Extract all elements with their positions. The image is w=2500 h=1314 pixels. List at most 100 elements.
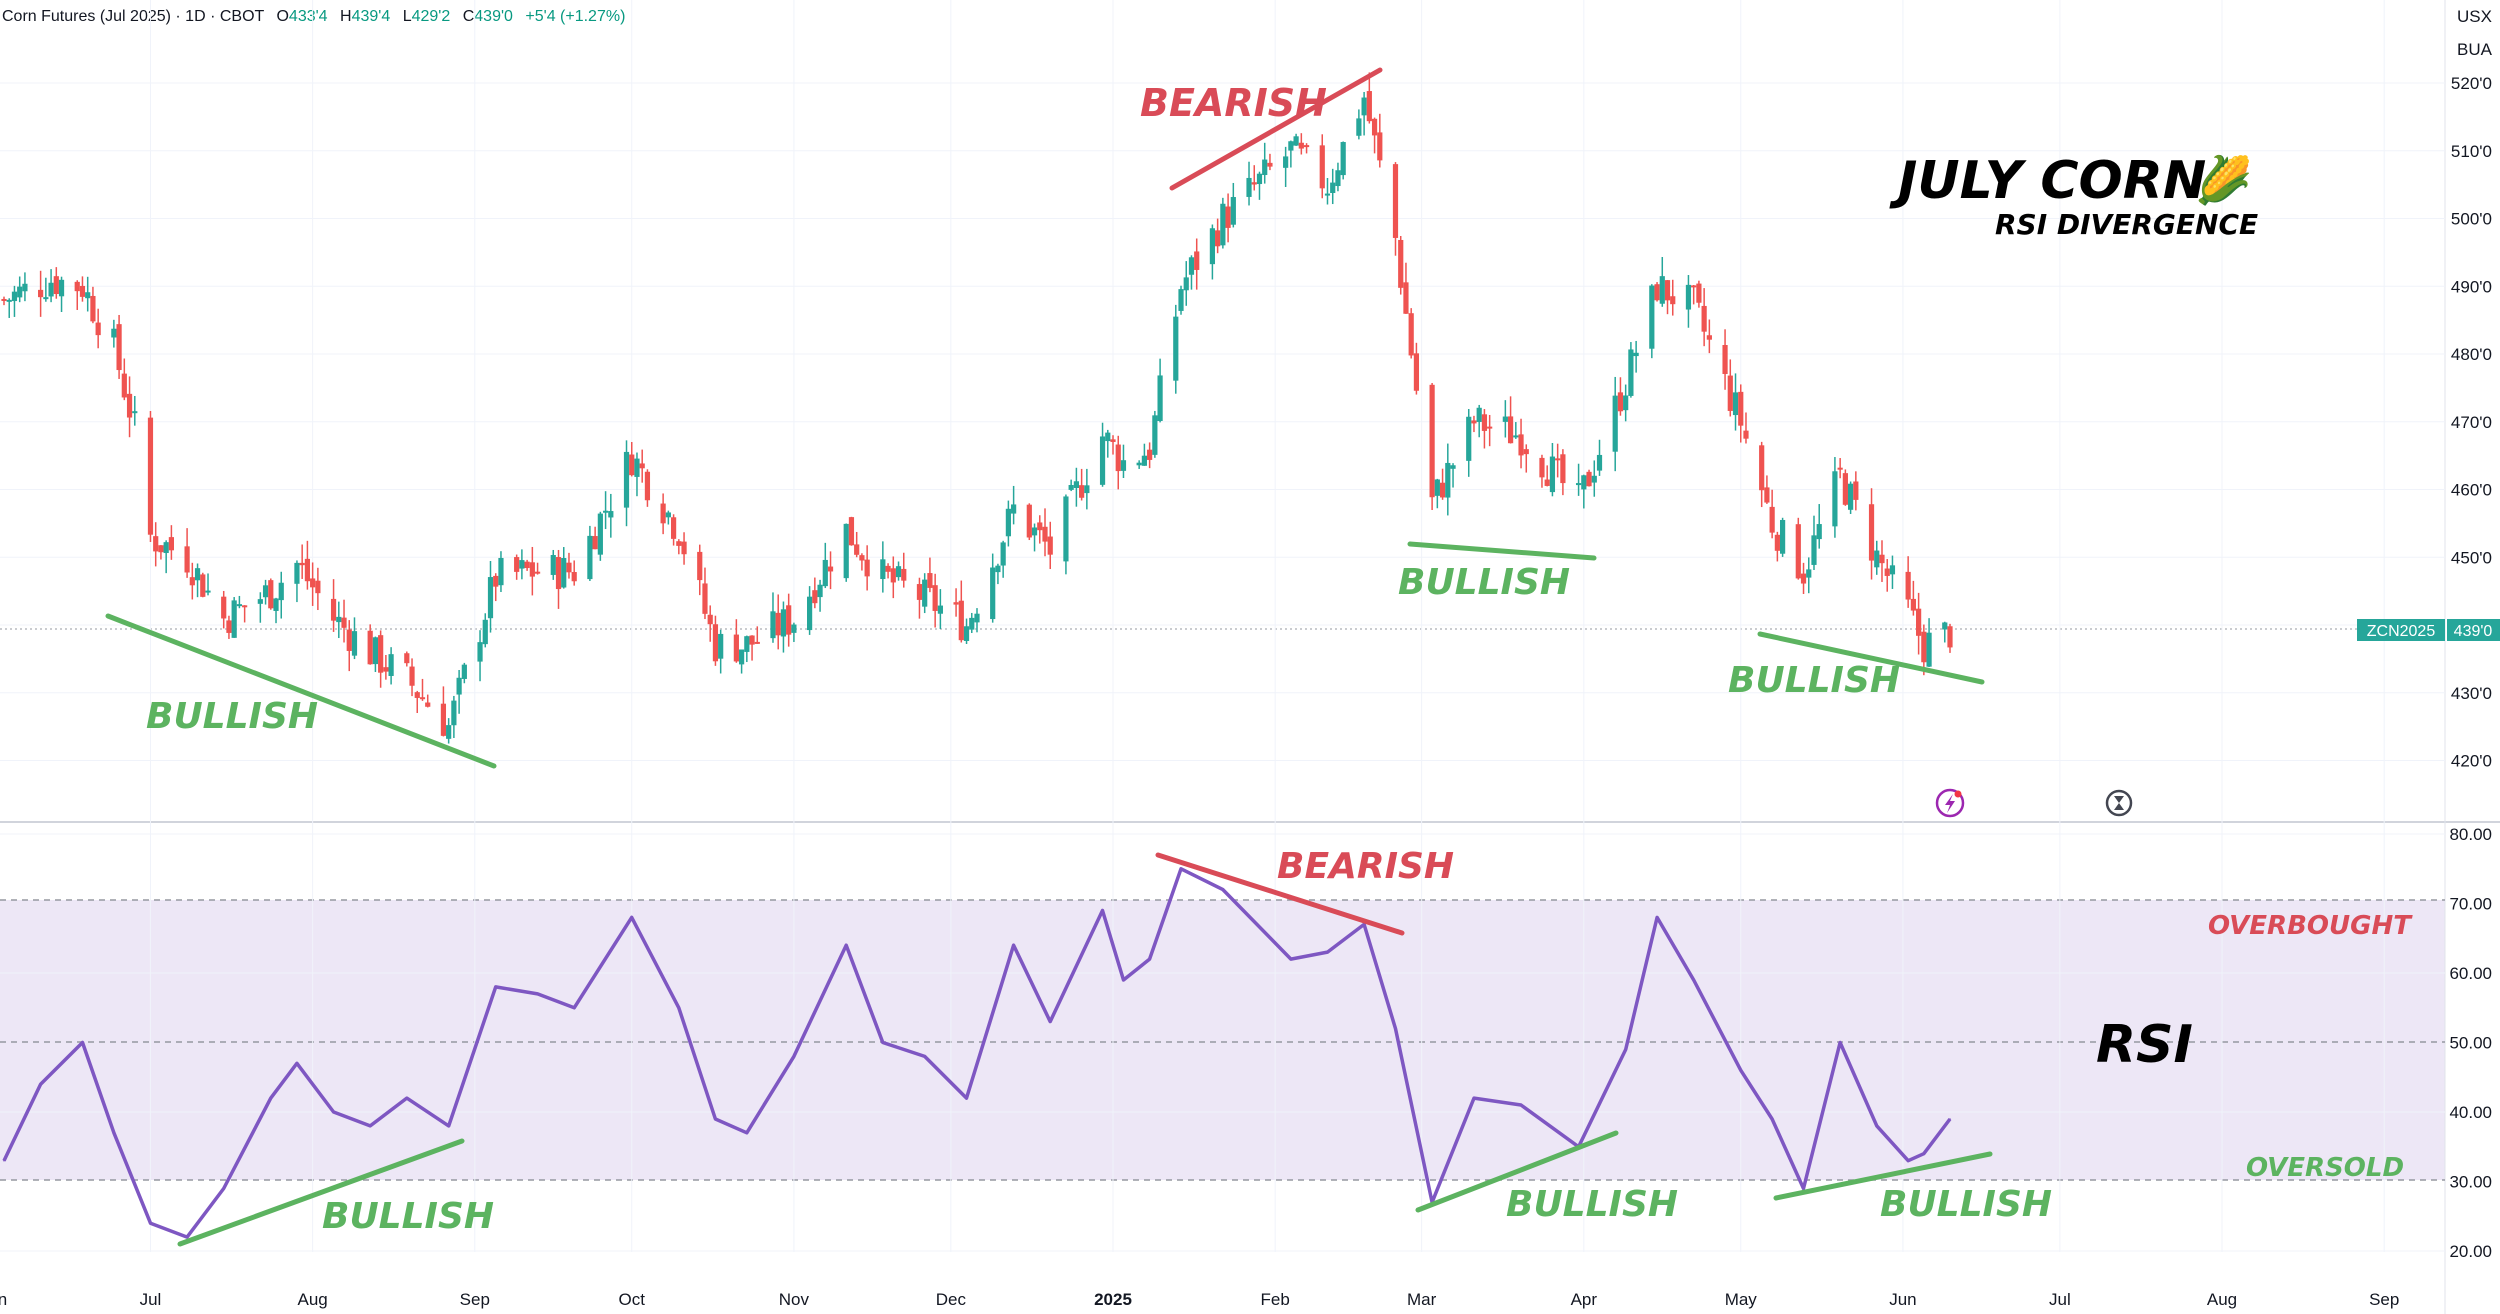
- candle: [1031, 523, 1038, 552]
- candle: [95, 308, 101, 349]
- rsi-point: [149, 1222, 152, 1224]
- candle: [1905, 556, 1911, 608]
- candle: [11, 285, 18, 317]
- candle: [1413, 342, 1420, 395]
- candle: [1073, 467, 1079, 507]
- candle: [812, 577, 818, 609]
- candle: [1434, 478, 1440, 509]
- hourglass-icon[interactable]: [2105, 789, 2133, 817]
- event-icons[interactable]: [1935, 788, 2133, 818]
- rsi-series: [2, 867, 1952, 1239]
- time-tick-label: Apr: [1571, 1290, 1598, 1309]
- time-tick-label: Aug: [298, 1290, 328, 1309]
- price-change: +5'4 (+1.27%): [525, 8, 626, 25]
- candle: [1685, 275, 1692, 328]
- unit-label: BUA: [2457, 40, 2493, 59]
- candle: [1324, 177, 1331, 205]
- chart-header: Corn Futures (Jul 2025) · 1D · CBOT O433…: [2, 8, 625, 26]
- bullish-label-rsi-2: BULLISH: [1506, 1184, 1678, 1225]
- candle: [1005, 500, 1011, 547]
- candle: [231, 597, 237, 638]
- candle: [1727, 359, 1733, 417]
- candle: [1178, 285, 1184, 315]
- candle: [974, 608, 980, 633]
- candle: [1816, 504, 1822, 549]
- rsi-label: RSI: [2096, 1015, 2193, 1075]
- candle: [409, 658, 415, 697]
- bearish-price-line: [1169, 67, 1383, 191]
- candle: [147, 411, 154, 542]
- candle: [754, 626, 760, 644]
- candle: [38, 270, 44, 317]
- candle: [1283, 146, 1289, 188]
- bullish-label-price-1: BULLISH: [146, 696, 318, 737]
- price-axis[interactable]: 520'0 510'0 500'0 490'0 480'0 470'0 460'0 450'0…: [2451, 74, 2492, 771]
- price-tick-label: 460'0: [2451, 481, 2492, 500]
- time-axis[interactable]: Jun Jul Aug Sep Oct Nov Dec 2025 Feb Mar Apr May Jun…: [0, 1290, 2399, 1309]
- time-tick-label: Aug: [2207, 1290, 2237, 1309]
- candle: [1079, 468, 1085, 501]
- candle: [351, 617, 358, 660]
- candle: [1502, 400, 1508, 438]
- candle: [493, 573, 499, 602]
- rsi-point: [81, 1041, 84, 1044]
- divergence-lines: [105, 67, 1993, 1247]
- candle: [822, 542, 828, 589]
- currency-label: USX: [2457, 7, 2492, 26]
- candle: [1173, 304, 1179, 394]
- rsi-point: [1049, 1020, 1051, 1023]
- candle: [712, 615, 719, 666]
- candle: [1303, 143, 1310, 154]
- lightning-icon[interactable]: [1935, 788, 1965, 818]
- candle: [639, 449, 645, 483]
- rsi-axis[interactable]: 80.00 70.00 60.00 50.00 40.00 30.00 20.00: [2449, 825, 2492, 1261]
- candle: [1256, 171, 1263, 200]
- bullish-label-rsi-3: BULLISH: [1880, 1184, 2052, 1225]
- candle: [299, 544, 305, 579]
- candle: [121, 358, 127, 401]
- candle: [257, 592, 263, 623]
- candle: [529, 546, 535, 596]
- price-tick-label: 480'0: [2451, 345, 2492, 364]
- candle: [1335, 162, 1341, 192]
- rsi-point: [369, 1125, 372, 1127]
- candle: [602, 491, 609, 530]
- candle: [681, 532, 687, 565]
- candle: [461, 662, 467, 684]
- candle: [1549, 442, 1556, 497]
- time-tick-label: Sep: [460, 1290, 490, 1309]
- rsi-point: [332, 1111, 335, 1113]
- candle: [1157, 358, 1163, 423]
- candle: [1450, 463, 1456, 488]
- candle: [566, 552, 572, 579]
- candle: [848, 516, 855, 546]
- candle: [953, 588, 959, 617]
- candle: [597, 511, 603, 561]
- rsi-point: [1907, 1159, 1909, 1162]
- candle: [1612, 376, 1618, 472]
- candle: [1738, 384, 1744, 443]
- candle: [1110, 435, 1116, 455]
- candle: [1774, 531, 1780, 562]
- candle: [153, 522, 159, 567]
- rsi-point: [793, 1055, 795, 1058]
- candle: [1706, 319, 1712, 354]
- symbol-title: Corn Futures (Jul 2025) · 1D · CBOT: [2, 8, 265, 25]
- time-tick-label: May: [1725, 1290, 1758, 1309]
- candle: [1654, 282, 1660, 302]
- rsi-point: [1771, 1118, 1773, 1120]
- rsi-point: [1290, 958, 1292, 960]
- candle: [1011, 485, 1017, 525]
- candle: [1371, 117, 1378, 154]
- bullish-label-price-2: BULLISH: [1398, 562, 1570, 603]
- candle: [922, 573, 928, 614]
- candle: [1759, 441, 1765, 508]
- candle: [937, 589, 943, 629]
- candle: [1136, 460, 1142, 469]
- candle: [780, 601, 787, 653]
- candle: [1481, 409, 1488, 449]
- candle: [963, 618, 970, 645]
- candle: [1293, 133, 1299, 146]
- candle: [315, 567, 321, 611]
